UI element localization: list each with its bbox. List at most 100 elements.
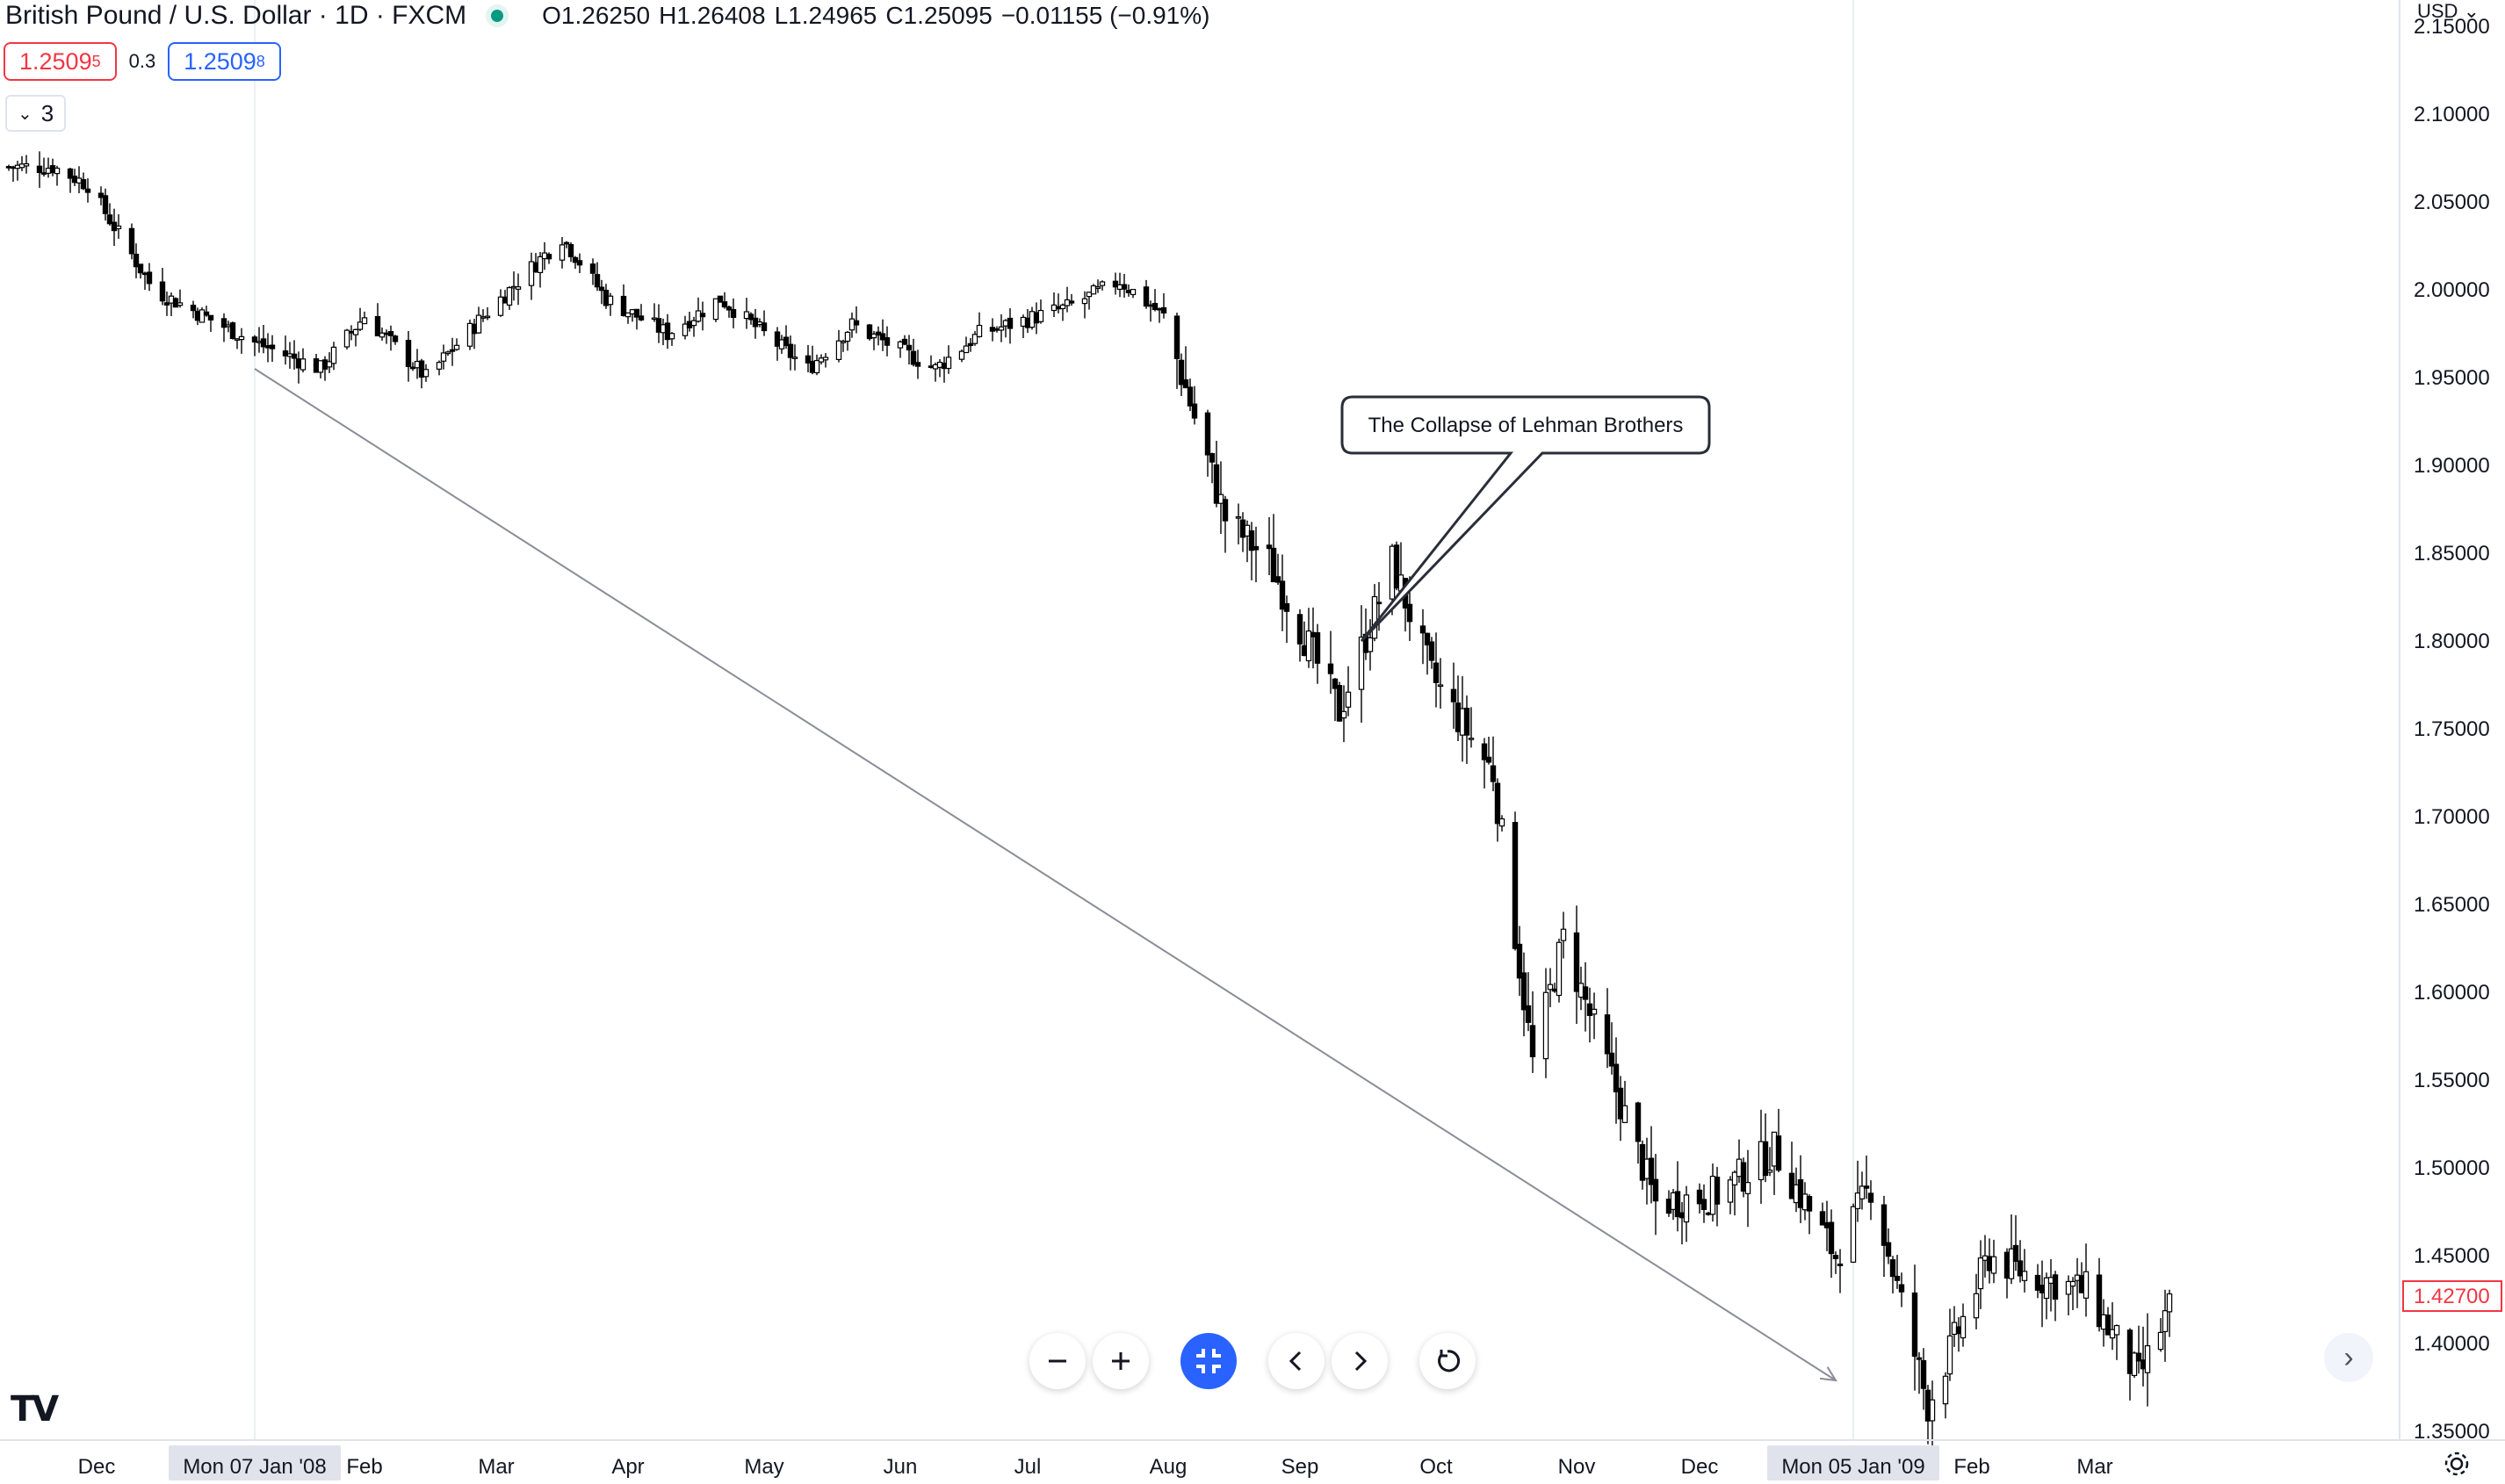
candle-body	[726, 306, 733, 311]
candle	[1160, 292, 1167, 319]
tradingview-logo-icon[interactable]: TV	[11, 1389, 59, 1430]
candle	[515, 273, 522, 306]
scroll-right-button[interactable]	[1332, 1333, 1388, 1389]
scroll-to-realtime-button[interactable]: ›	[2324, 1333, 2373, 1382]
candle	[1766, 1147, 1773, 1177]
reset-chart-button[interactable]	[1419, 1333, 1476, 1389]
candle-body	[238, 335, 245, 341]
candle	[783, 325, 790, 349]
candle-body	[1613, 1063, 1620, 1092]
candle-body	[1973, 1293, 1980, 1319]
candle	[1340, 685, 1347, 743]
time-tick-label: Jul	[1014, 1455, 1042, 1479]
candle	[2135, 1325, 2142, 1374]
candle-body	[1345, 691, 1352, 708]
time-tick-label: Mar	[2076, 1455, 2112, 1479]
candle-body	[567, 243, 574, 257]
candle	[2104, 1307, 2112, 1336]
date-badge[interactable]	[1767, 1445, 1939, 1480]
candle	[2052, 1271, 2059, 1322]
candle-body	[1191, 403, 1198, 419]
indicators-toggle-button[interactable]: ⌄ 3	[5, 95, 67, 132]
candle-body	[1375, 602, 1382, 605]
candle-body	[1573, 932, 1580, 992]
trend-line-segment[interactable]	[254, 368, 1837, 1381]
candle-body	[747, 313, 754, 321]
candle-body	[2017, 1260, 2024, 1277]
candle-body	[822, 357, 829, 361]
gear-icon[interactable]	[2442, 1449, 2472, 1479]
candle	[712, 298, 719, 322]
symbol-legend: British Pound / U.S. Dollar · 1D · FXCM …	[5, 0, 1209, 32]
candle	[506, 286, 513, 310]
currency-select[interactable]: USD ⌄	[2417, 0, 2480, 23]
candle-body	[958, 350, 965, 360]
sell-button[interactable]: 1.2509 5	[4, 42, 117, 81]
callout-bubble[interactable]	[1340, 395, 1711, 643]
candle-body	[1173, 315, 1180, 359]
price-tick-label: 1.45000	[2414, 1244, 2490, 1268]
candle-body	[2034, 1274, 2041, 1291]
candle	[1371, 584, 1378, 642]
candle	[251, 335, 258, 357]
candle	[594, 262, 601, 292]
candle-body	[1806, 1196, 1813, 1212]
reset-scale-button[interactable]	[1180, 1333, 1237, 1389]
date-badge[interactable]	[169, 1445, 341, 1480]
candle-body	[2113, 1324, 2120, 1336]
candle	[1696, 1183, 1703, 1214]
candle	[910, 338, 917, 367]
candle-body	[1424, 632, 1431, 645]
candle	[1248, 522, 1255, 580]
market-open-icon[interactable]	[491, 10, 504, 22]
candle	[1037, 299, 1044, 324]
candle	[444, 350, 451, 357]
candle-body	[879, 333, 886, 341]
candle	[1740, 1157, 1747, 1198]
candle-body	[1490, 765, 1497, 782]
candle	[747, 312, 754, 325]
candle-body	[506, 287, 513, 306]
candle-body	[1178, 359, 1185, 385]
candle-body	[2052, 1274, 2059, 1300]
candle-body	[1635, 1102, 1642, 1142]
candle-body	[528, 261, 535, 286]
trend-line[interactable]	[254, 368, 1837, 1382]
candle	[2166, 1289, 2173, 1337]
lehman-callout[interactable]: The Collapse of Lehman Brothers	[1340, 395, 1711, 643]
buy-button[interactable]: 1.2509 8	[168, 42, 281, 81]
candle	[1525, 972, 1532, 1032]
candle	[23, 155, 30, 174]
price-axis[interactable]: 2.15000 2.10000 2.05000 2.00000 1.95000 1.900…	[2399, 0, 2502, 1444]
candle	[1345, 666, 1352, 717]
candle	[998, 313, 1005, 342]
time-axis[interactable]: Dec Feb Mar Apr May Jun Jul Aug Sep Oct Nov Dec Feb M…	[0, 1439, 2505, 1480]
candle-body	[1112, 280, 1119, 288]
candle	[1881, 1195, 1888, 1278]
candle-body	[36, 165, 43, 174]
candle	[1889, 1256, 1896, 1293]
candle-body	[392, 335, 399, 342]
candle	[559, 236, 566, 269]
candle	[1714, 1166, 1721, 1227]
candle-body	[1296, 614, 1303, 645]
candle-body	[1911, 1292, 1918, 1358]
candle-body	[884, 337, 891, 346]
candle	[1946, 1308, 1953, 1381]
zoom-out-button[interactable]	[1029, 1333, 1086, 1389]
candle-body	[326, 361, 333, 368]
callout-text: The Collapse of Lehman Brothers	[1368, 414, 1684, 437]
candle	[914, 349, 921, 379]
candle-body	[774, 331, 781, 347]
candle-body	[387, 331, 394, 336]
candle-body	[866, 324, 873, 340]
current-price-badge[interactable]	[2402, 1280, 2502, 1312]
candle	[1327, 630, 1334, 695]
candle-body	[1714, 1177, 1721, 1205]
candle-body	[2135, 1352, 2142, 1362]
scroll-left-button[interactable]	[1268, 1333, 1325, 1389]
zoom-in-button[interactable]	[1093, 1333, 1149, 1389]
symbol-title[interactable]: British Pound / U.S. Dollar · 1D · FXCM	[5, 1, 467, 30]
candle	[2043, 1272, 2050, 1320]
